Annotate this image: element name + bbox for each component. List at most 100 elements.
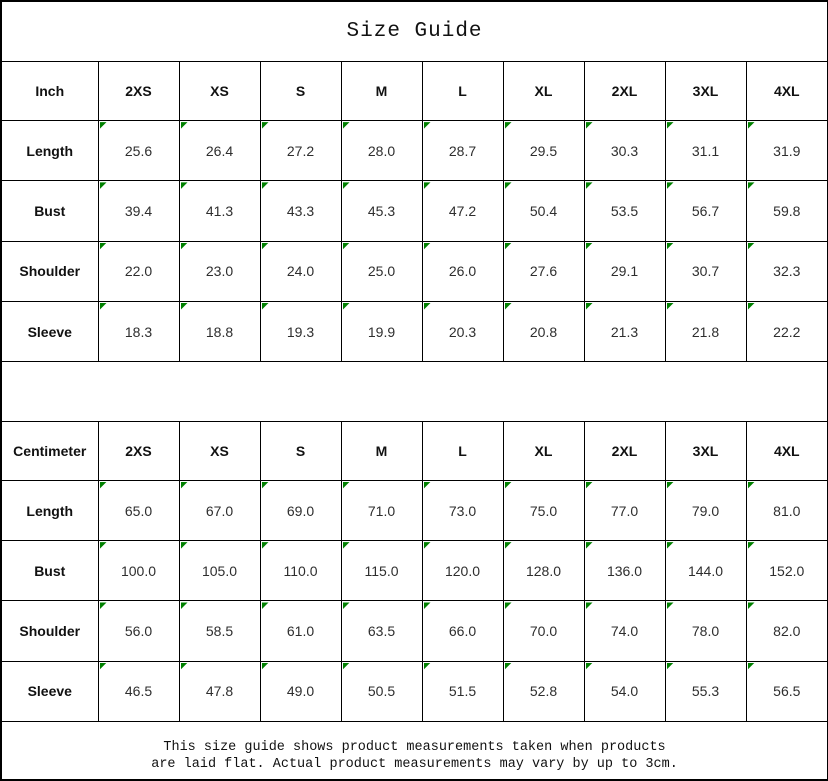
value-text: 67.0	[205, 502, 234, 519]
corner-flag-icon	[747, 182, 755, 190]
value-text: 49.0	[286, 683, 315, 700]
value-cell: 100.0	[97, 540, 180, 602]
value-cell: 39.4	[97, 180, 180, 242]
value-text: 19.9	[367, 323, 396, 340]
corner-flag-icon	[261, 481, 269, 489]
row-label-length: Length	[0, 120, 99, 182]
value-cell: 24.0	[259, 240, 342, 302]
corner-flag-icon	[261, 302, 269, 310]
value-cell: 47.8	[178, 660, 261, 723]
corner-flag-icon	[99, 242, 107, 250]
value-cell: 144.0	[664, 540, 747, 602]
value-cell: 77.0	[583, 479, 666, 542]
value-cell: 49.0	[259, 660, 342, 723]
value-cell: 63.5	[340, 600, 423, 662]
value-text: 46.5	[124, 683, 153, 700]
corner-flag-icon	[666, 242, 674, 250]
value-text: 18.8	[205, 323, 234, 340]
corner-flag-icon	[504, 602, 512, 610]
size-col-header-2xs: 2XS	[97, 420, 180, 481]
corner-flag-icon	[504, 122, 512, 130]
value-cell: 41.3	[178, 180, 261, 242]
footer-line1: This size guide shows product measuremen…	[163, 739, 666, 755]
value-text: 144.0	[687, 562, 724, 579]
value-cell: 115.0	[340, 540, 423, 602]
size-col-header-2xl: 2XL	[583, 60, 666, 122]
value-text: 29.5	[529, 142, 558, 159]
value-cell: 31.9	[745, 120, 828, 182]
value-cell: 82.0	[745, 600, 828, 662]
value-text: 79.0	[691, 502, 720, 519]
cm-bust-row: Bust 100.0 105.0 110.0 115.0 120.0 128.0…	[0, 540, 828, 602]
corner-flag-icon	[180, 122, 188, 130]
value-text: 18.3	[124, 323, 153, 340]
corner-flag-icon	[504, 302, 512, 310]
value-text: 100.0	[120, 562, 157, 579]
corner-flag-icon	[504, 242, 512, 250]
size-col-header-m: M	[340, 420, 423, 481]
value-text: 73.0	[448, 502, 477, 519]
value-text: 77.0	[610, 502, 639, 519]
value-text: 27.6	[529, 263, 558, 280]
inch-length-row: Length 25.6 26.4 27.2 28.0 28.7 29.5 30.…	[0, 120, 828, 182]
corner-flag-icon	[99, 542, 107, 550]
spacer-row	[1, 361, 828, 422]
value-text: 47.8	[205, 683, 234, 700]
corner-flag-icon	[504, 182, 512, 190]
corner-flag-icon	[504, 542, 512, 550]
value-text: 22.2	[773, 323, 801, 340]
value-text: 26.0	[448, 263, 477, 280]
corner-flag-icon	[423, 182, 431, 190]
value-cell: 69.0	[259, 479, 342, 542]
corner-flag-icon	[342, 602, 350, 610]
value-cell: 28.7	[421, 120, 504, 182]
value-cell: 56.7	[664, 180, 747, 242]
value-cell: 54.0	[583, 660, 666, 723]
corner-flag-icon	[423, 602, 431, 610]
size-col-header-xl: XL	[502, 60, 585, 122]
corner-flag-icon	[666, 122, 674, 130]
corner-flag-icon	[585, 242, 593, 250]
value-text: 19.3	[286, 323, 315, 340]
value-cell: 78.0	[664, 600, 747, 662]
value-text: 74.0	[610, 623, 639, 640]
corner-flag-icon	[747, 481, 755, 489]
value-text: 56.7	[691, 203, 720, 220]
value-text: 56.5	[773, 683, 801, 700]
corner-flag-icon	[585, 122, 593, 130]
value-cell: 19.3	[259, 300, 342, 363]
corner-flag-icon	[342, 242, 350, 250]
corner-flag-icon	[261, 662, 269, 670]
value-cell: 45.3	[340, 180, 423, 242]
size-col-header-4xl: 4XL	[745, 420, 828, 481]
value-text: 115.0	[364, 562, 399, 579]
corner-flag-icon	[180, 602, 188, 610]
unit-header-inch: Inch	[0, 60, 99, 122]
size-col-header-l: L	[421, 60, 504, 122]
value-text: 58.5	[205, 623, 234, 640]
value-text: 28.7	[448, 142, 477, 159]
value-cell: 152.0	[745, 540, 828, 602]
value-text: 63.5	[367, 623, 396, 640]
value-text: 21.3	[610, 323, 639, 340]
size-col-header-xl: XL	[502, 420, 585, 481]
value-text: 152.0	[769, 562, 805, 579]
value-text: 50.4	[529, 203, 558, 220]
value-cell: 22.2	[745, 300, 828, 363]
value-text: 23.0	[205, 263, 234, 280]
title-row: Size Guide	[0, 0, 828, 62]
corner-flag-icon	[99, 662, 107, 670]
value-cell: 56.5	[745, 660, 828, 723]
corner-flag-icon	[180, 302, 188, 310]
corner-flag-icon	[423, 481, 431, 489]
value-text: 66.0	[448, 623, 477, 640]
value-text: 128.0	[525, 562, 562, 579]
corner-flag-icon	[261, 602, 269, 610]
value-cell: 26.4	[178, 120, 261, 182]
value-cell: 74.0	[583, 600, 666, 662]
row-label-length: Length	[0, 479, 99, 542]
value-cell: 128.0	[502, 540, 585, 602]
value-cell: 55.3	[664, 660, 747, 723]
corner-flag-icon	[747, 242, 755, 250]
